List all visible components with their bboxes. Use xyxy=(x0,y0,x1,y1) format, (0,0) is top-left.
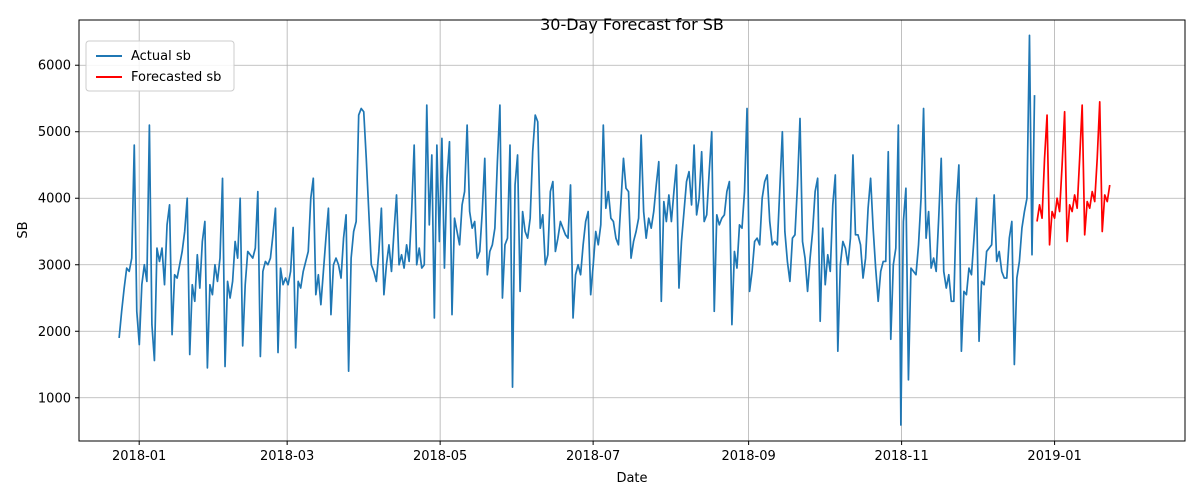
legend-label-actual: Actual sb xyxy=(131,49,191,64)
x-tick-label: 2018-01 xyxy=(112,449,166,464)
y-tick-label: 6000 xyxy=(38,59,71,74)
x-tick-label: 2018-07 xyxy=(566,449,620,464)
legend-box xyxy=(85,40,235,92)
x-tick-label: 2018-03 xyxy=(260,449,314,464)
x-tick-label: 2018-05 xyxy=(413,449,467,464)
x-tick-label: 2019-01 xyxy=(1027,449,1081,464)
series-line-forecast xyxy=(1036,100,1111,246)
y-tick-label: 3000 xyxy=(38,258,71,273)
x-tick-label: 2018-11 xyxy=(874,449,928,464)
plot-series xyxy=(118,34,1111,426)
y-tick-label: 1000 xyxy=(38,391,71,406)
x-tick-label: 2018-09 xyxy=(721,449,775,464)
legend: Actual sb Forecasted sb xyxy=(85,40,235,92)
y-tick-label: 2000 xyxy=(38,325,71,340)
y-tick-label: 5000 xyxy=(38,125,71,140)
chart-title: 30-Day Forecast for SB xyxy=(540,15,724,34)
series-line-actual xyxy=(118,34,1036,426)
y-axis-label: SB xyxy=(16,221,31,238)
y-tick-label: 4000 xyxy=(38,192,71,207)
x-axis-ticks: 2018-01 2018-03 2018-05 2018-07 2018-09 2018-… xyxy=(112,441,1082,464)
x-axis-label: Date xyxy=(616,471,647,486)
plot-frame xyxy=(78,19,1186,442)
y-axis-ticks: 1000 2000 3000 4000 5000 6000 xyxy=(38,59,79,406)
legend-label-forecast: Forecasted sb xyxy=(131,70,221,85)
